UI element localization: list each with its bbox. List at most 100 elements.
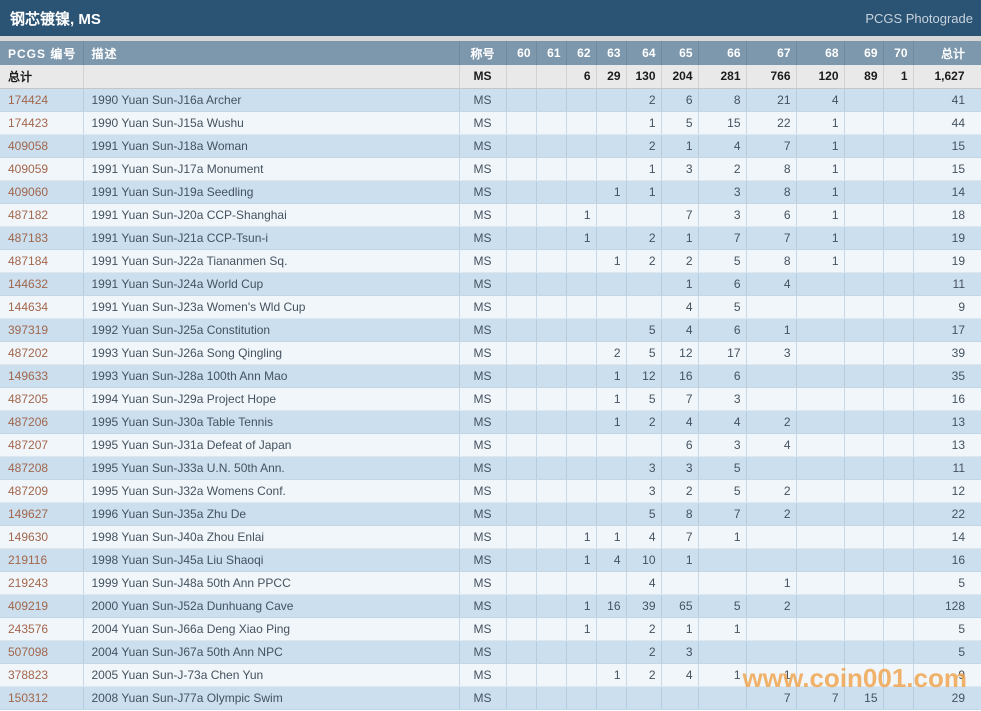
pcgs-number-link[interactable]: 378823 xyxy=(0,663,84,687)
grade-cell-67 xyxy=(746,295,797,319)
pcgs-photograde-link[interactable]: PCGS Photograde xyxy=(865,10,973,26)
pcgs-number-link[interactable]: 150312 xyxy=(0,686,84,710)
pcgs-number-link[interactable]: 149627 xyxy=(0,502,84,526)
pcgs-number-link[interactable]: 409058 xyxy=(0,134,84,158)
grade-cell-68 xyxy=(796,456,845,480)
pcgs-number-link[interactable]: 149633 xyxy=(0,364,84,388)
grade-cell-66: 5 xyxy=(698,456,747,480)
grade-cell-67 xyxy=(746,364,797,388)
pcgs-number-link[interactable]: 409219 xyxy=(0,594,84,618)
pcgs-number-link[interactable]: 487184 xyxy=(0,249,84,273)
grade-cell-66: 6 xyxy=(698,272,747,296)
pcgs-number-link[interactable]: 487202 xyxy=(0,341,84,365)
grade-cell-66: 7 xyxy=(698,226,747,250)
grade-cell-65: 4 xyxy=(661,295,699,319)
pcgs-number-link[interactable]: 174423 xyxy=(0,111,84,135)
pcgs-number-link[interactable]: 487182 xyxy=(0,203,84,227)
grade-cell-68: 7 xyxy=(796,686,845,710)
pcgs-number-link[interactable]: 174424 xyxy=(0,88,84,112)
grade-cell-63 xyxy=(596,226,627,250)
pcgs-number-link[interactable]: 144634 xyxy=(0,295,84,319)
grade-cell-62: 1 xyxy=(566,617,597,641)
grade-cell-62: 1 xyxy=(566,203,597,227)
pcgs-number-link[interactable]: 487208 xyxy=(0,456,84,480)
grade-cell-61 xyxy=(536,157,567,181)
grade-cell-64 xyxy=(626,203,662,227)
grade-cell-60 xyxy=(506,272,537,296)
grade-cell-63 xyxy=(596,433,627,457)
grade-cell-70 xyxy=(883,111,914,135)
grade-cell-69 xyxy=(844,272,884,296)
grade-cell-68 xyxy=(796,272,845,296)
pcgs-number-link[interactable]: 219116 xyxy=(0,548,84,572)
grade-cell-60 xyxy=(506,571,537,595)
grade-cell-69 xyxy=(844,226,884,250)
row-total-cell: 35 xyxy=(913,364,981,388)
totals-grade-70: 1 xyxy=(883,65,914,89)
grade-cell-67 xyxy=(746,456,797,480)
pcgs-number-link[interactable]: 507098 xyxy=(0,640,84,664)
designation-cell: MS xyxy=(459,295,507,319)
table-row: 487209 1995 Yuan Sun-J32a Womens Conf. MS 3… xyxy=(0,479,981,503)
row-total-cell: 14 xyxy=(913,525,981,549)
pcgs-number-link[interactable]: 219243 xyxy=(0,571,84,595)
row-total-cell: 22 xyxy=(913,502,981,526)
table-row: 144632 1991 Yuan Sun-J24a World Cup MS 1 6 4 1… xyxy=(0,272,981,296)
pcgs-number-link[interactable]: 487183 xyxy=(0,226,84,250)
grade-cell-67 xyxy=(746,548,797,572)
pcgs-number-link[interactable]: 487205 xyxy=(0,387,84,411)
row-total-cell: 5 xyxy=(913,640,981,664)
grade-cell-66: 7 xyxy=(698,502,747,526)
grade-cell-63 xyxy=(596,686,627,710)
coin-description: 1995 Yuan Sun-J31a Defeat of Japan xyxy=(83,433,460,457)
designation-cell: MS xyxy=(459,594,507,618)
designation-cell: MS xyxy=(459,456,507,480)
row-total-cell: 19 xyxy=(913,249,981,273)
grade-cell-65: 3 xyxy=(661,157,699,181)
grade-cell-60 xyxy=(506,479,537,503)
grade-cell-69 xyxy=(844,571,884,595)
grade-cell-61 xyxy=(536,272,567,296)
table-row: 409219 2000 Yuan Sun-J52a Dunhuang Cave MS… xyxy=(0,594,981,618)
grade-cell-69 xyxy=(844,295,884,319)
grade-cell-68 xyxy=(796,479,845,503)
pcgs-number-link[interactable]: 487207 xyxy=(0,433,84,457)
grade-cell-70 xyxy=(883,295,914,319)
grade-cell-64 xyxy=(626,272,662,296)
pcgs-number-link[interactable]: 487209 xyxy=(0,479,84,503)
pcgs-number-link[interactable]: 487206 xyxy=(0,410,84,434)
grade-cell-64: 3 xyxy=(626,479,662,503)
grade-cell-63: 2 xyxy=(596,341,627,365)
column-header-grade-60: 60 xyxy=(506,41,537,65)
grade-cell-70 xyxy=(883,341,914,365)
pcgs-number-link[interactable]: 149630 xyxy=(0,525,84,549)
grade-cell-66: 6 xyxy=(698,318,747,342)
pcgs-number-link[interactable]: 409060 xyxy=(0,180,84,204)
grade-cell-68 xyxy=(796,525,845,549)
pcgs-number-link[interactable]: 144632 xyxy=(0,272,84,296)
grade-cell-61 xyxy=(536,456,567,480)
grade-cell-70 xyxy=(883,203,914,227)
grade-cell-68 xyxy=(796,617,845,641)
grade-cell-63 xyxy=(596,203,627,227)
grade-cell-65 xyxy=(661,571,699,595)
grade-cell-61 xyxy=(536,295,567,319)
pcgs-number-link[interactable]: 243576 xyxy=(0,617,84,641)
grade-cell-67: 3 xyxy=(746,341,797,365)
row-total-cell: 16 xyxy=(913,387,981,411)
grade-cell-65: 1 xyxy=(661,134,699,158)
grade-cell-62 xyxy=(566,157,597,181)
grade-cell-69: 15 xyxy=(844,686,884,710)
pcgs-number-link[interactable]: 397319 xyxy=(0,318,84,342)
grade-cell-69 xyxy=(844,617,884,641)
grade-cell-60 xyxy=(506,364,537,388)
grade-cell-70 xyxy=(883,134,914,158)
table-row: 378823 2005 Yuan Sun-J-73a Chen Yun MS 1 2 4 1… xyxy=(0,663,981,687)
pcgs-number-link[interactable]: 409059 xyxy=(0,157,84,181)
grade-cell-70 xyxy=(883,180,914,204)
designation-cell: MS xyxy=(459,387,507,411)
grade-cell-69 xyxy=(844,180,884,204)
grade-cell-69 xyxy=(844,134,884,158)
grade-cell-67: 1 xyxy=(746,318,797,342)
coin-description: 1998 Yuan Sun-J45a Liu Shaoqi xyxy=(83,548,460,572)
